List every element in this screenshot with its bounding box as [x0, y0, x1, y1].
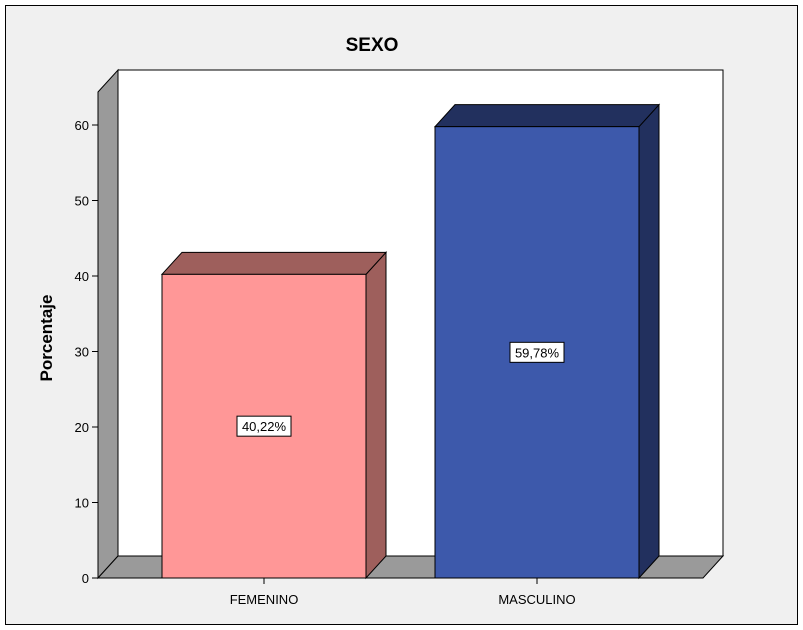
- data-label-box: [509, 341, 565, 363]
- data-label: 59,78%: [515, 345, 560, 360]
- y-tick-label: 0: [82, 571, 89, 586]
- bar-masculino: 59,78%: [433, 103, 661, 580]
- x-tick-label: MASCULINO: [498, 592, 575, 607]
- y-tick-label: 10: [75, 496, 89, 511]
- y-tick-label: 40: [75, 269, 89, 284]
- y-axis: 0 10 20 30 40 50 60 FEMENINO MASCULINO: [75, 100, 576, 607]
- data-label: 40,22%: [242, 419, 287, 434]
- y-tick-label: 30: [75, 345, 89, 360]
- bar-side: [638, 103, 660, 580]
- bar-top: [433, 104, 661, 128]
- y-axis-label: Porcentaje: [37, 295, 56, 382]
- y-tick-label: 50: [75, 194, 89, 209]
- y-tick-label: 60: [75, 118, 89, 133]
- data-label-box: [236, 415, 292, 437]
- bar-femenino: 40,22%: [160, 251, 388, 580]
- bar-side: [365, 251, 387, 580]
- y-tick-label: 20: [75, 420, 89, 435]
- x-tick-label: FEMENINO: [230, 592, 299, 607]
- bars: 40,22% 59,78%: [160, 103, 661, 580]
- side-wall: [97, 68, 119, 580]
- chart-title: SEXO: [346, 35, 399, 56]
- bar-top: [160, 251, 388, 275]
